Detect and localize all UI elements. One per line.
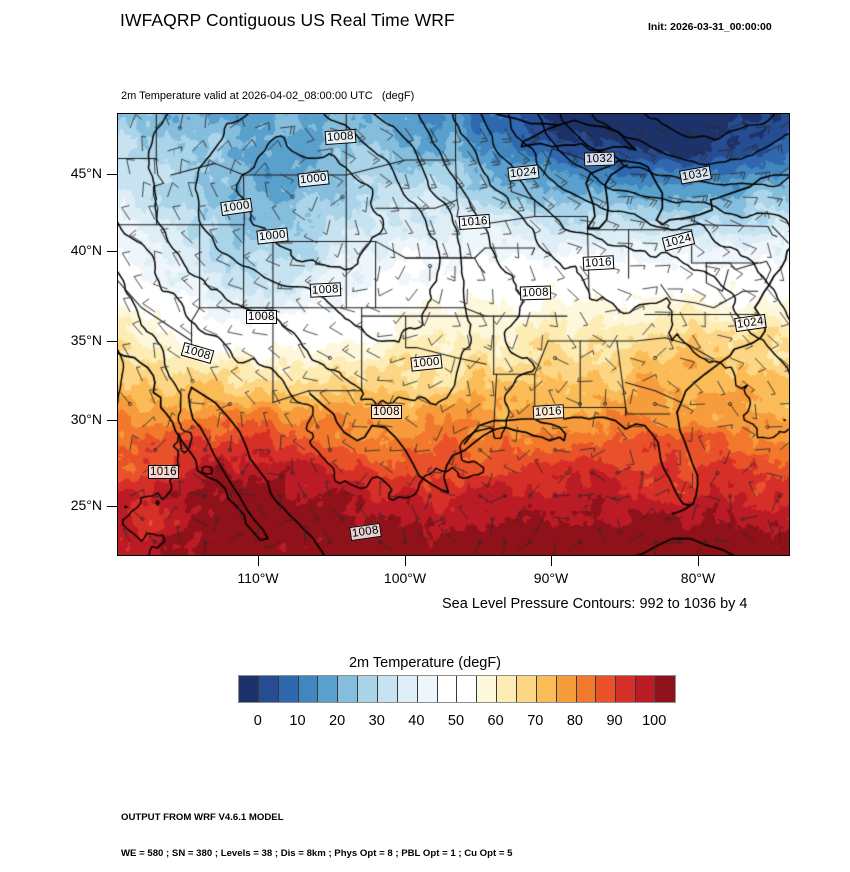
colorbar-title: 2m Temperature (degF) [348, 655, 502, 671]
page-title: IWFAQRP Contiguous US Real Time WRF [120, 10, 455, 30]
caption-line-temperature: 2m Temperature valid at 2026-04-02_08:00… [121, 90, 415, 103]
colorbar-tick-label: 70 [527, 713, 544, 729]
colorbar-swatch [298, 676, 319, 702]
model-init-timestamp: Init: 2026-03-31_00:00:00 [648, 21, 772, 33]
longitude-tick-label: 90°W [533, 570, 569, 586]
colorbar-tick-label: 30 [368, 713, 385, 729]
pressure-contour-label: 1016 [582, 255, 615, 271]
colorbar-swatch [457, 676, 478, 702]
latitude-tick-label: 45°N [70, 165, 102, 181]
latitude-tick [107, 420, 117, 421]
colorbar-tick-label: 10 [289, 713, 306, 729]
colorbar-tick-label: 20 [329, 713, 346, 729]
pressure-contour-label: 1016 [532, 404, 565, 420]
colorbar-swatch [278, 676, 299, 702]
colorbar-swatch [378, 676, 398, 702]
colorbar-swatch [358, 676, 379, 702]
colorbar-tick-label: 90 [606, 713, 623, 729]
colorbar-swatch [239, 676, 259, 702]
colorbar-swatch [536, 676, 557, 702]
pressure-contour-label: 1016 [458, 213, 491, 231]
colorbar-swatch [517, 676, 537, 702]
longitude-tick [405, 556, 406, 566]
latitude-tick [107, 506, 117, 507]
longitude-tick [258, 556, 259, 566]
colorbar-swatch [318, 676, 339, 702]
colorbar-swatch [397, 676, 418, 702]
pressure-contour-label: 1008 [309, 282, 342, 298]
colorbar-swatch [437, 676, 458, 702]
colorbar-tick-label: 100 [642, 713, 667, 729]
colorbar-swatch [636, 676, 657, 702]
colorbar-swatch [616, 676, 637, 702]
pressure-contour-label: 1008 [324, 128, 357, 146]
model-config-footer: OUTPUT FROM WRF V4.6.1 MODEL WE = 580 ; … [121, 788, 512, 872]
longitude-tick-label: 100°W [383, 570, 427, 586]
colorbar-swatch [338, 676, 359, 702]
colorbar-tick-label: 80 [566, 713, 583, 729]
longitude-tick-label: 110°W [237, 570, 279, 586]
longitude-tick-label: 80°W [680, 570, 716, 586]
colorbar-swatch [656, 676, 675, 702]
colorbar-swatch [596, 676, 617, 702]
colorbar-tick-label: 60 [487, 713, 504, 729]
pressure-contour-label: 1032 [583, 151, 616, 167]
pressure-contour-label: 1008 [519, 285, 552, 301]
temperature-colorbar[interactable] [238, 675, 676, 703]
footer-line-model: OUTPUT FROM WRF V4.6.1 MODEL [121, 812, 284, 823]
longitude-tick [551, 556, 552, 566]
colorbar-swatch [576, 676, 597, 702]
latitude-tick-label: 25°N [70, 497, 102, 513]
latitude-tick-label: 40°N [70, 242, 102, 258]
latitude-tick [107, 251, 117, 252]
colorbar-swatch [556, 676, 577, 702]
colorbar-swatch [477, 676, 498, 702]
colorbar-swatch [497, 676, 518, 702]
latitude-tick-label: 35°N [70, 332, 102, 348]
colorbar-swatch [417, 676, 438, 702]
pressure-contour-label: 1016 [148, 465, 179, 479]
colorbar-tick-label: 50 [447, 713, 465, 729]
slp-contour-note: Sea Level Pressure Contours: 992 to 1036… [442, 596, 748, 612]
weather-map[interactable]: 1008 1000 1000 1000 1008 1008 1008 1000 1008 1016… [117, 113, 790, 556]
colorbar-swatch [258, 676, 279, 702]
pressure-contour-label: 1008 [371, 405, 402, 419]
colorbar-tick-label: 0 [253, 713, 262, 729]
latitude-tick-label: 30°N [70, 411, 102, 427]
latitude-tick [107, 341, 117, 342]
map-render-surface[interactable] [118, 114, 789, 555]
longitude-tick [698, 556, 699, 566]
pressure-contour-label: 1008 [246, 310, 277, 324]
colorbar-tick-labels: 0 10 20 30 40 50 60 70 80 90 100 [238, 713, 674, 733]
latitude-tick [107, 174, 117, 175]
colorbar-tick-label: 40 [408, 713, 425, 729]
